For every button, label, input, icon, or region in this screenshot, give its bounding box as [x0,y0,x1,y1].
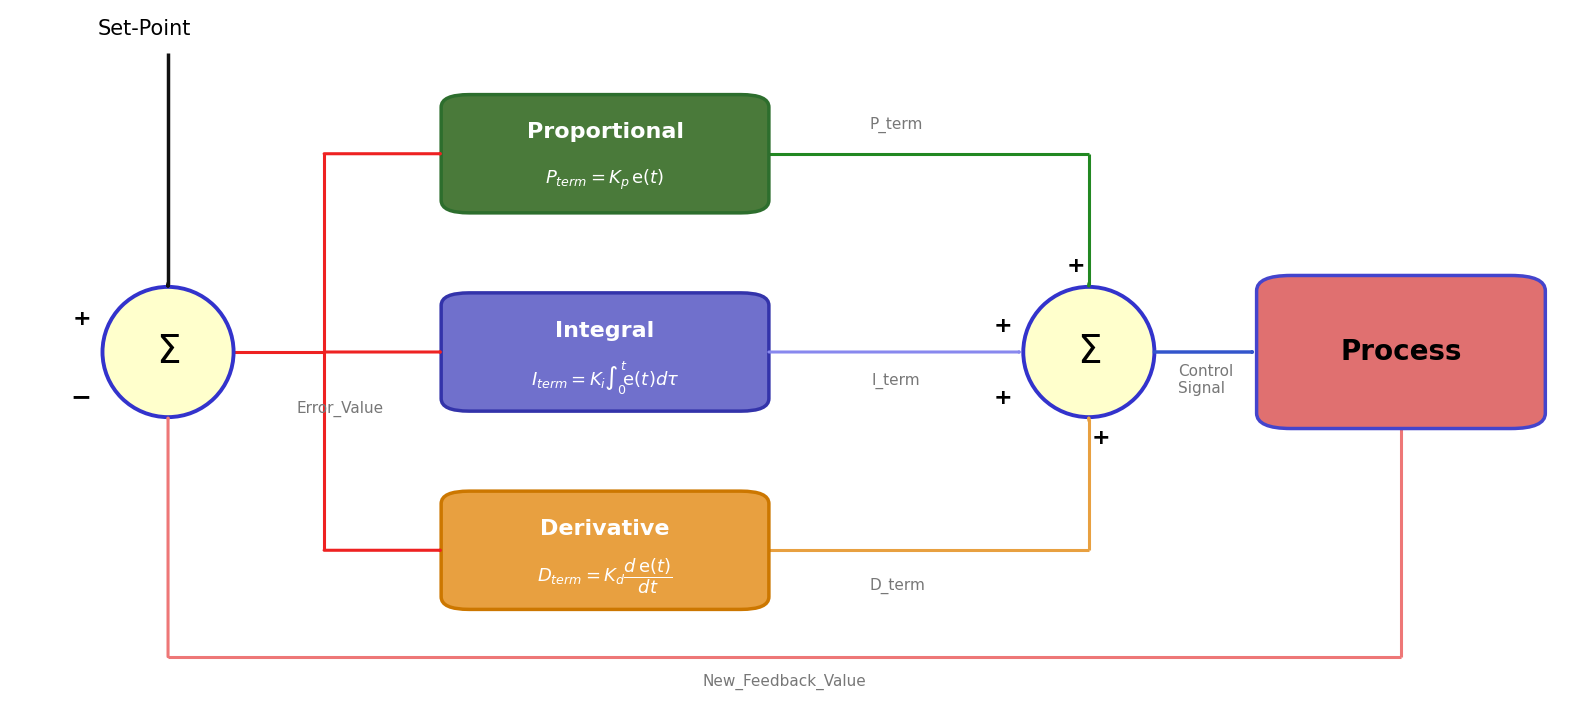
Text: Control
Signal: Control Signal [1178,364,1233,396]
FancyBboxPatch shape [441,293,769,411]
Text: $D_{term}=K_d\dfrac{d\,\mathrm{e}(t)}{dt}$: $D_{term}=K_d\dfrac{d\,\mathrm{e}(t)}{dt… [537,556,673,596]
Text: +: + [72,310,91,329]
Ellipse shape [1023,287,1155,417]
Text: D_term: D_term [869,578,926,594]
FancyBboxPatch shape [441,94,769,213]
Text: New_Feedback_Value: New_Feedback_Value [703,674,866,691]
Text: +: + [1092,428,1111,448]
Text: $I_{term}=K_i\int_0^t\!\mathrm{e}(t)d\tau$: $I_{term}=K_i\int_0^t\!\mathrm{e}(t)d\ta… [530,360,679,396]
Text: P_term: P_term [869,117,923,133]
Text: +: + [993,316,1012,336]
FancyBboxPatch shape [1257,275,1545,429]
FancyBboxPatch shape [441,491,769,610]
Text: +: + [993,388,1012,408]
Text: $\Sigma$: $\Sigma$ [1076,333,1101,371]
Text: Integral: Integral [555,321,654,341]
Text: Error_Value: Error_Value [297,401,383,417]
Text: −: − [71,386,91,410]
Text: I_term: I_term [872,373,921,389]
Text: $P_{term}=K_p\,\mathrm{e}(t)$: $P_{term}=K_p\,\mathrm{e}(t)$ [546,168,665,192]
Text: $\Sigma$: $\Sigma$ [155,333,180,371]
Text: Derivative: Derivative [540,519,670,539]
Text: Set-Point: Set-Point [97,19,191,39]
Text: Process: Process [1340,338,1462,366]
Ellipse shape [102,287,234,417]
Text: Proportional: Proportional [527,122,684,142]
Text: +: + [1067,256,1086,276]
